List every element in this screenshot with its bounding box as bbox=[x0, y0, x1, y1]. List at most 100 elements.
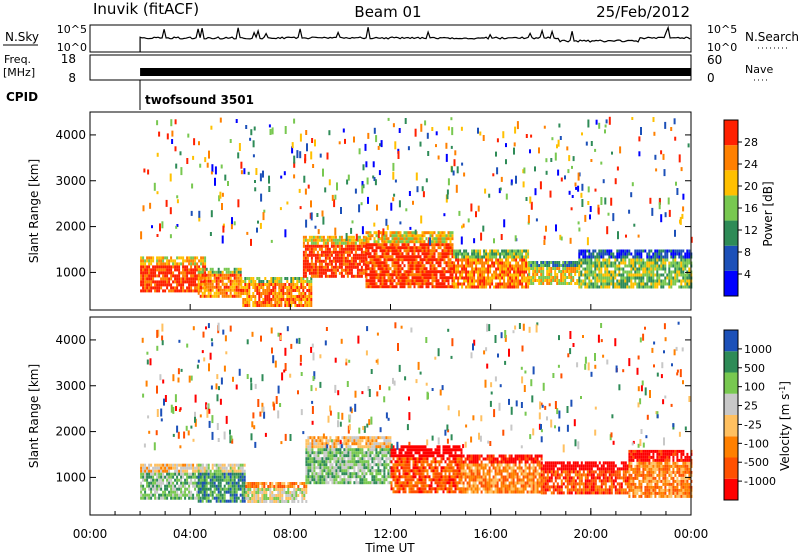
heatmap-cell bbox=[399, 273, 402, 277]
heatmap-cell bbox=[502, 131, 505, 139]
heatmap-cell bbox=[594, 188, 597, 192]
heatmap-cell bbox=[592, 249, 595, 253]
heatmap-cell bbox=[217, 484, 220, 488]
heatmap-cell bbox=[152, 487, 155, 491]
heatmap-cell bbox=[178, 496, 181, 500]
heatmap-cell bbox=[431, 246, 434, 250]
heatmap-cell bbox=[198, 259, 201, 263]
heatmap-cell bbox=[373, 267, 376, 271]
heatmap-cell bbox=[646, 264, 649, 268]
heatmap-cell bbox=[628, 249, 631, 253]
heatmap-cell bbox=[556, 279, 559, 282]
heatmap-cell bbox=[682, 273, 685, 277]
heatmap-cell bbox=[443, 249, 446, 253]
heatmap-cell bbox=[499, 285, 502, 289]
colorbar-segment bbox=[724, 120, 738, 146]
heatmap-cell bbox=[620, 261, 623, 265]
heatmap-cell bbox=[260, 283, 263, 286]
heatmap-cell bbox=[684, 267, 687, 271]
heatmap-cell bbox=[389, 243, 392, 247]
heatmap-cell bbox=[156, 256, 159, 260]
heatmap-cell bbox=[578, 267, 581, 270]
heatmap-cell bbox=[387, 255, 390, 259]
heatmap-cell bbox=[276, 283, 279, 286]
heatmap-cell bbox=[542, 282, 545, 285]
heatmap-cell bbox=[519, 267, 522, 271]
heatmap-cell bbox=[656, 261, 659, 265]
heatmap-cell bbox=[648, 285, 651, 289]
heatmap-cell bbox=[322, 250, 325, 254]
heatmap-cell bbox=[554, 279, 557, 282]
heatmap-cell bbox=[277, 485, 280, 488]
heatmap-cell bbox=[233, 475, 236, 479]
heatmap-cell bbox=[227, 499, 230, 503]
heatmap-cell bbox=[344, 271, 347, 275]
heatmap-cell bbox=[355, 478, 358, 482]
heatmap-cell bbox=[457, 252, 460, 256]
heatmap-cell bbox=[213, 490, 216, 494]
heatmap-cell bbox=[662, 249, 665, 253]
heatmap-cell bbox=[503, 273, 506, 277]
heatmap-cell bbox=[427, 258, 430, 262]
heatmap-cell bbox=[239, 267, 242, 271]
heatmap-cell bbox=[308, 253, 311, 257]
heatmap-cell bbox=[528, 273, 531, 276]
heatmap-cell bbox=[326, 241, 329, 245]
heatmap-cell bbox=[356, 247, 359, 251]
heatmap-cell bbox=[211, 285, 214, 289]
heatmap-cell bbox=[620, 273, 623, 277]
heatmap-cell bbox=[483, 261, 486, 265]
heatmap-cell bbox=[308, 268, 311, 272]
heatmap-cell bbox=[371, 276, 374, 280]
heatmap-cell bbox=[308, 262, 311, 266]
heatmap-cell bbox=[313, 457, 316, 461]
heatmap-cell bbox=[182, 481, 185, 485]
heatmap-cell bbox=[182, 277, 185, 281]
heatmap-cell bbox=[166, 487, 169, 491]
heatmap-cell bbox=[449, 285, 452, 289]
heatmap-cell bbox=[379, 481, 382, 485]
heatmap-cell bbox=[670, 264, 673, 268]
heatmap-cell bbox=[622, 261, 625, 265]
heatmap-cell bbox=[186, 289, 189, 293]
heatmap-cell bbox=[166, 481, 169, 485]
heatmap-cell bbox=[361, 181, 364, 186]
heatmap-cell bbox=[217, 466, 220, 470]
heatmap-cell bbox=[379, 285, 382, 289]
heatmap-cell bbox=[385, 249, 388, 253]
heatmap-cell bbox=[433, 240, 436, 244]
heatmap-cell bbox=[471, 258, 474, 262]
heatmap-cell bbox=[180, 484, 183, 488]
heatmap-cell bbox=[275, 482, 278, 485]
heatmap-cell bbox=[389, 279, 392, 283]
heatmap-cell bbox=[319, 445, 322, 449]
heatmap-cell bbox=[642, 264, 645, 268]
heatmap-cell bbox=[605, 119, 608, 124]
heatmap-cell bbox=[352, 265, 355, 269]
heatmap-cell bbox=[293, 118, 296, 124]
heatmap-cell bbox=[379, 460, 382, 464]
heatmap-cell bbox=[168, 283, 171, 287]
heatmap-cell bbox=[598, 264, 601, 268]
heatmap-cell bbox=[306, 143, 308, 152]
heatmap-cell bbox=[303, 497, 306, 500]
heatmap-cell bbox=[356, 244, 359, 248]
heatmap-cell bbox=[527, 249, 530, 253]
heatmap-cell bbox=[162, 265, 165, 269]
heatmap-cell bbox=[144, 466, 147, 470]
heatmap-cell bbox=[511, 267, 514, 271]
heatmap-cell bbox=[211, 282, 214, 286]
heatmap-cell bbox=[586, 261, 589, 265]
heatmap-cell bbox=[355, 472, 358, 476]
heatmap-cell bbox=[140, 487, 143, 491]
heatmap-cell bbox=[391, 249, 394, 253]
heatmap-cell bbox=[640, 255, 643, 259]
heatmap-cell bbox=[437, 240, 440, 244]
heatmap-cell bbox=[150, 487, 153, 491]
heatmap-cell bbox=[336, 241, 339, 245]
heatmap-cell bbox=[668, 261, 671, 265]
heatmap-cell bbox=[385, 466, 388, 470]
heatmap-cell bbox=[451, 252, 454, 256]
heatmap-cell bbox=[198, 210, 201, 218]
heatmap-cell bbox=[393, 252, 396, 256]
